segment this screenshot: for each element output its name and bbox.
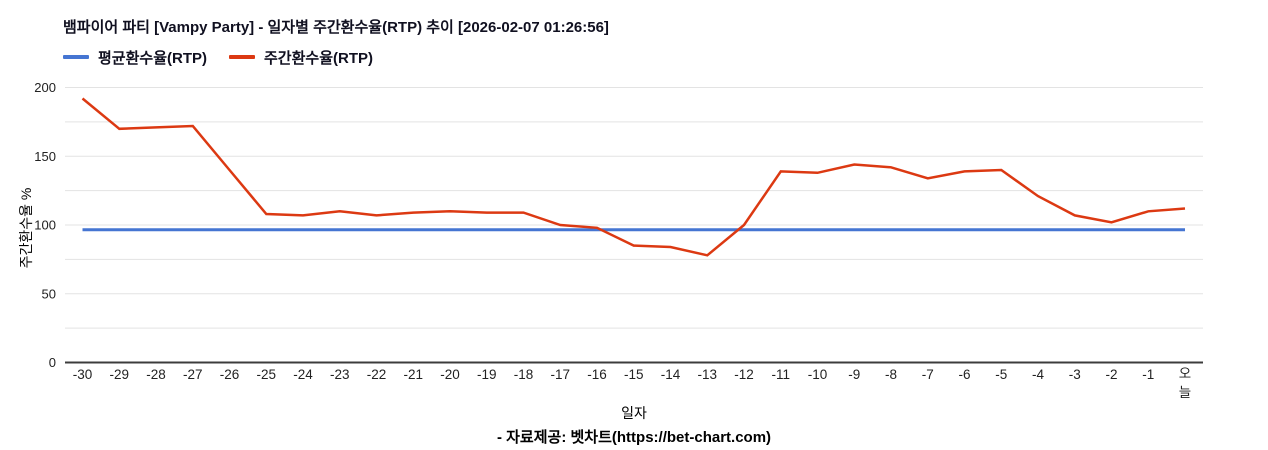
x-tick-label: -27 xyxy=(183,367,203,382)
legend-label-weekly: 주간환수율(RTP) xyxy=(264,49,373,67)
x-tick-label: 오 xyxy=(1179,366,1191,381)
average-line-swatch xyxy=(63,55,89,59)
legend-item-average: 평균환수율(RTP) xyxy=(63,47,207,68)
y-tick-label: 0 xyxy=(49,355,56,370)
x-tick-label: -16 xyxy=(587,367,607,382)
x-tick-label: -19 xyxy=(477,367,497,382)
x-tick-label: -15 xyxy=(624,367,644,382)
x-tick-label: -20 xyxy=(440,367,460,382)
x-tick-label: -12 xyxy=(734,367,754,382)
x-tick-label: -8 xyxy=(885,367,897,382)
x-tick-label: -14 xyxy=(661,367,681,382)
x-tick-label: -7 xyxy=(922,367,934,382)
y-tick-label: 150 xyxy=(34,149,56,164)
x-tick-label: -3 xyxy=(1069,367,1081,382)
y-tick-label: 100 xyxy=(34,218,56,233)
x-tick-label: -30 xyxy=(73,367,93,382)
x-tick-label: -17 xyxy=(550,367,570,382)
x-tick-label: 늘 xyxy=(1179,385,1191,400)
x-tick-label: -29 xyxy=(109,367,129,382)
x-tick-label: -10 xyxy=(808,367,828,382)
x-tick-label: -5 xyxy=(995,367,1007,382)
x-tick-label: -23 xyxy=(330,367,350,382)
legend-item-weekly: 주간환수율(RTP) xyxy=(229,47,373,68)
x-tick-label: -4 xyxy=(1032,367,1044,382)
x-tick-label: -26 xyxy=(220,367,240,382)
x-tick-label: -13 xyxy=(697,367,717,382)
x-tick-label: -28 xyxy=(146,367,166,382)
x-tick-label: -2 xyxy=(1105,367,1117,382)
legend-label-average: 평균환수율(RTP) xyxy=(98,49,207,67)
x-tick-label: -25 xyxy=(256,367,276,382)
x-axis-title: 일자 xyxy=(621,405,647,421)
data-source-footer: - 자료제공: 벳차트(https://bet-chart.com) xyxy=(496,429,772,446)
weekly-line-swatch xyxy=(229,55,255,59)
y-tick-label: 200 xyxy=(34,80,56,95)
x-tick-label: -1 xyxy=(1142,367,1154,382)
x-tick-label: -9 xyxy=(848,367,860,382)
x-tick-label: -11 xyxy=(771,367,790,382)
x-tick-label: -6 xyxy=(958,367,970,382)
y-tick-label: 50 xyxy=(42,286,56,301)
weekly-rtp-line xyxy=(81,97,1186,257)
legend: 평균환수율(RTP) 주간환수율(RTP) xyxy=(63,47,395,68)
x-tick-label: -22 xyxy=(367,367,387,382)
chart-title: 뱀파이어 파티 [Vampy Party] - 일자별 주간환수율(RTP) 추… xyxy=(63,19,609,36)
x-tick-label: -24 xyxy=(293,367,313,382)
x-tick-label: -21 xyxy=(403,367,423,382)
x-tick-label: -18 xyxy=(514,367,534,382)
